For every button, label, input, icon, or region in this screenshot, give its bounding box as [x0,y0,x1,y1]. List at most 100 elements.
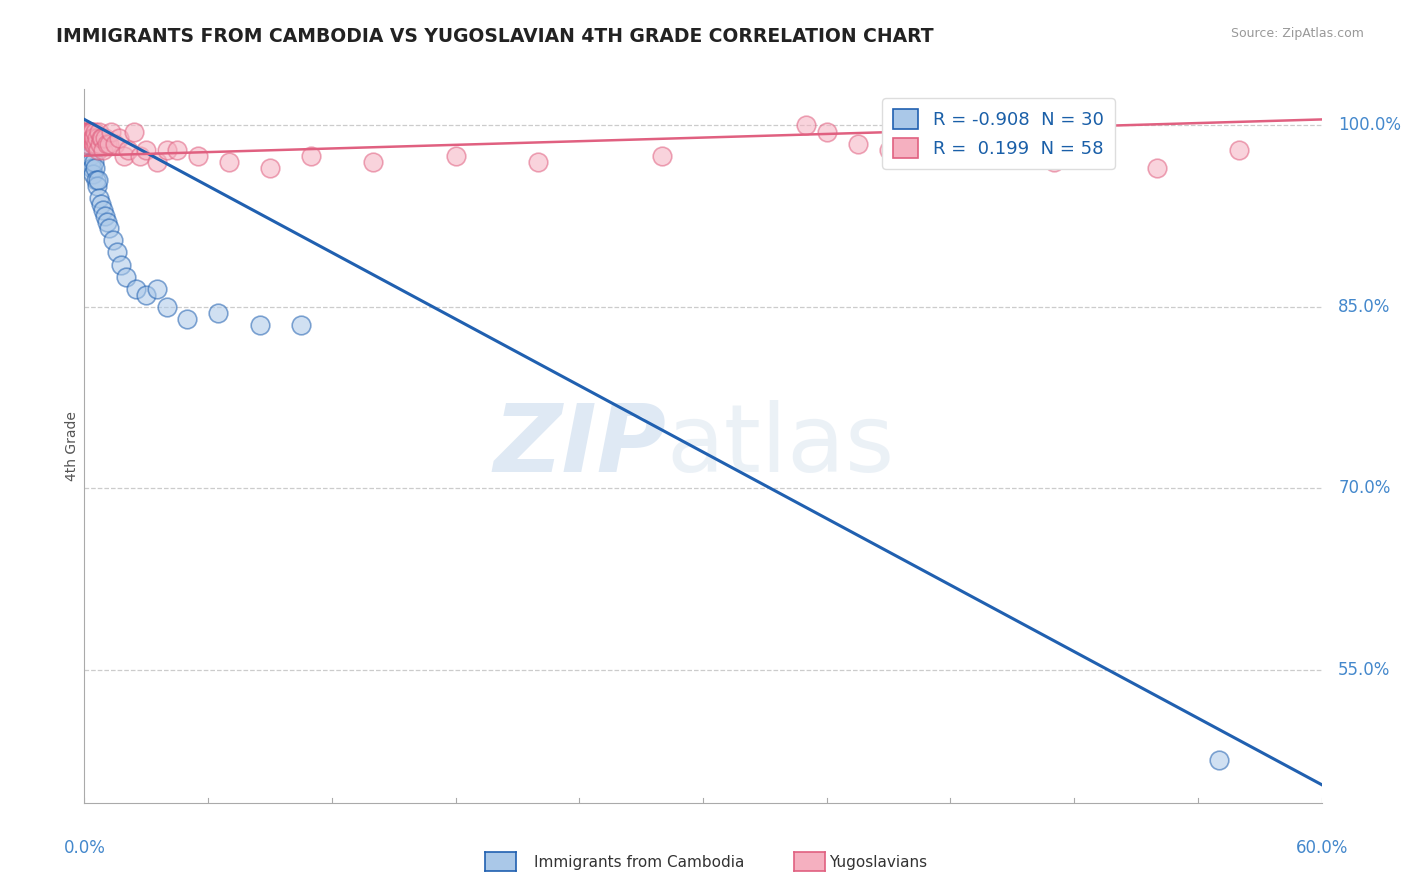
Point [110,258,132,272]
Point [794,119,817,133]
Point [75,130,97,145]
Point [86,178,108,193]
Point [1146,161,1168,175]
Point [187,149,209,163]
Point [651,149,673,163]
Point [87,124,110,138]
Text: 100.0%: 100.0% [1339,117,1402,135]
Point [84,136,107,151]
Point [114,269,136,284]
Point [87,143,110,157]
Point [80,161,103,175]
Point [79,130,101,145]
Point [77,124,100,138]
Point [125,282,148,296]
Point [112,149,135,163]
Point [82,167,104,181]
Point [815,124,838,138]
Point [104,136,127,151]
Point [103,233,125,247]
Point [290,318,312,332]
Point [80,124,103,138]
Point [361,154,384,169]
Point [122,124,145,138]
Point [76,136,98,151]
Point [1208,754,1230,768]
Point [83,154,105,169]
Point [77,130,100,145]
Point [77,136,100,151]
Point [96,215,118,229]
Point [176,312,198,326]
Point [79,149,101,163]
Point [82,130,104,145]
Text: Source: ZipAtlas.com: Source: ZipAtlas.com [1230,27,1364,40]
Point [83,124,105,138]
Point [90,130,112,145]
Text: 55.0%: 55.0% [1339,661,1391,679]
Point [91,203,114,218]
Point [94,130,117,145]
Text: atlas: atlas [666,400,894,492]
Point [105,245,128,260]
Point [82,136,104,151]
Point [80,124,103,138]
Point [83,161,105,175]
Point [76,124,98,138]
Point [84,173,107,187]
Point [94,209,117,223]
Point [79,124,101,138]
Text: Yugoslavians: Yugoslavians [830,855,928,870]
Legend: R = -0.908  N = 30, R =  0.199  N = 58: R = -0.908 N = 30, R = 0.199 N = 58 [883,98,1115,169]
Text: 60.0%: 60.0% [1295,839,1348,857]
Point [156,300,179,314]
Point [83,136,105,151]
Point [108,130,131,145]
Text: 85.0%: 85.0% [1339,298,1391,316]
Point [87,173,110,187]
Text: 0.0%: 0.0% [63,839,105,857]
Point [218,154,240,169]
Point [90,130,112,145]
Point [846,136,869,151]
Point [91,143,114,157]
Point [299,149,322,163]
Point [207,306,229,320]
Point [75,130,97,145]
Point [96,136,118,151]
Point [444,149,467,163]
Text: Immigrants from Cambodia: Immigrants from Cambodia [534,855,745,870]
Point [166,143,188,157]
Point [135,288,157,302]
Point [1227,143,1250,157]
Point [86,130,108,145]
Point [89,136,111,151]
Point [75,124,97,138]
Point [156,143,179,157]
Text: IMMIGRANTS FROM CAMBODIA VS YUGOSLAVIAN 4TH GRADE CORRELATION CHART: IMMIGRANTS FROM CAMBODIA VS YUGOSLAVIAN … [56,27,934,45]
Point [249,318,271,332]
Point [877,143,900,157]
Text: 70.0%: 70.0% [1339,479,1391,498]
Point [79,154,101,169]
Point [918,124,941,138]
Point [259,161,281,175]
Point [90,197,112,211]
Point [145,154,167,169]
Point [117,143,139,157]
Point [527,154,550,169]
Point [98,221,121,235]
Point [145,282,167,296]
Point [960,143,983,157]
Point [1042,154,1064,169]
Point [77,124,100,138]
Point [87,191,110,205]
Point [98,136,121,151]
Text: ZIP: ZIP [494,400,666,492]
Point [82,130,104,145]
Point [75,124,97,138]
Point [129,149,152,163]
Y-axis label: 4th Grade: 4th Grade [65,411,79,481]
Point [79,130,101,145]
Point [100,124,122,138]
